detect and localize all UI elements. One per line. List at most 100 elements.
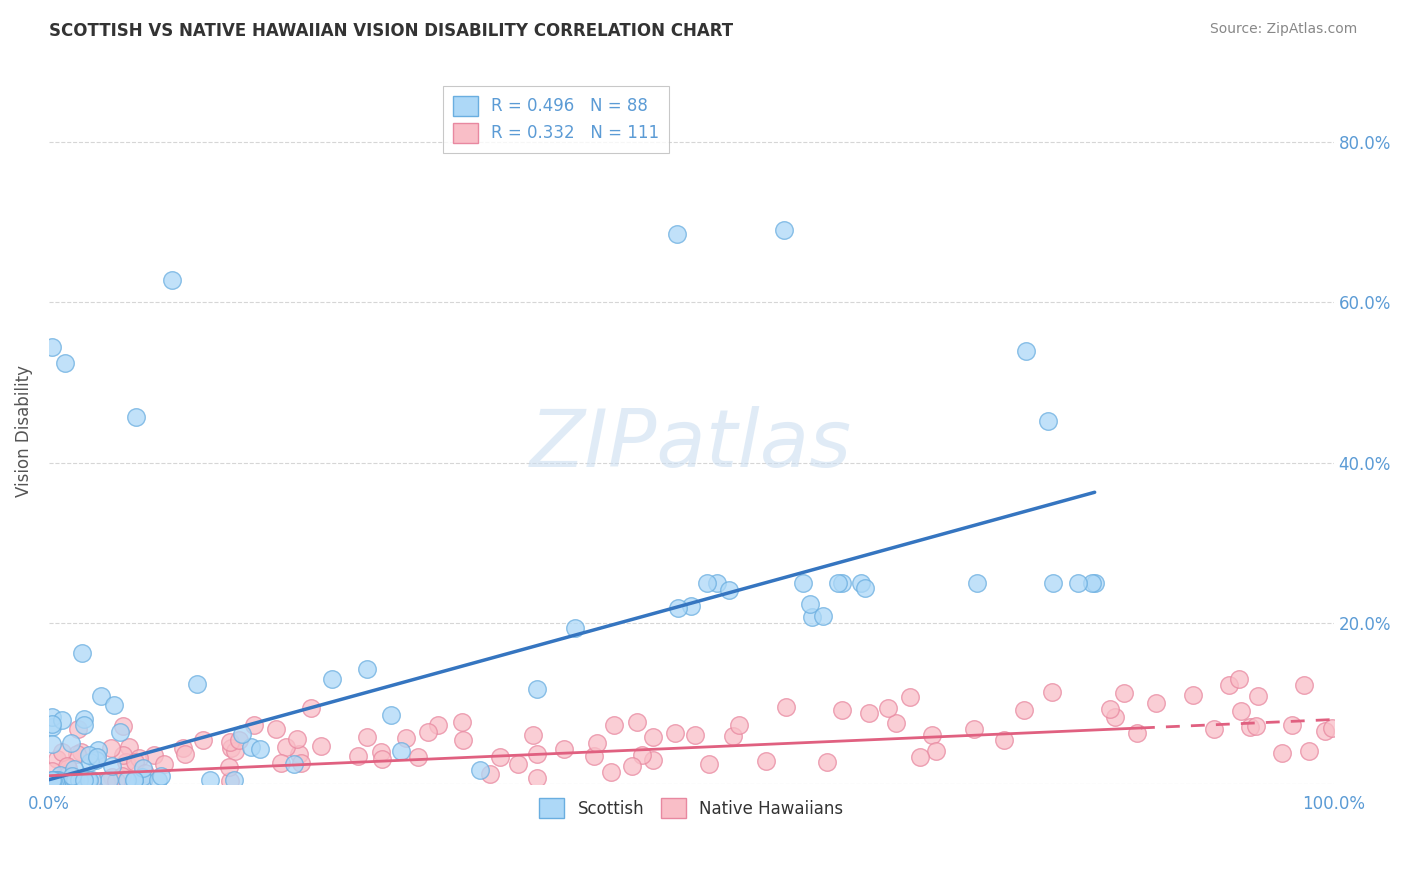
Point bbox=[41, 772, 63, 787]
Point bbox=[723, 729, 745, 743]
Point bbox=[172, 741, 194, 756]
Point bbox=[115, 772, 138, 787]
Point bbox=[288, 747, 311, 761]
Point bbox=[132, 772, 155, 787]
Point bbox=[51, 713, 73, 727]
Point bbox=[152, 757, 174, 772]
Point bbox=[522, 728, 544, 742]
Point bbox=[1084, 576, 1107, 591]
Point bbox=[41, 772, 63, 787]
Point bbox=[174, 747, 197, 761]
Point bbox=[143, 747, 166, 762]
Point bbox=[111, 719, 134, 733]
Point bbox=[146, 772, 169, 787]
Point bbox=[86, 749, 108, 764]
Point bbox=[831, 703, 853, 717]
Point bbox=[811, 609, 834, 624]
Point bbox=[51, 745, 73, 759]
Point bbox=[112, 748, 135, 763]
Point bbox=[728, 718, 751, 732]
Point bbox=[48, 772, 70, 787]
Point bbox=[1042, 685, 1064, 699]
Point bbox=[219, 774, 242, 789]
Point bbox=[717, 582, 740, 597]
Point bbox=[191, 733, 214, 747]
Point bbox=[553, 742, 575, 756]
Point bbox=[1294, 678, 1316, 692]
Point bbox=[270, 756, 292, 770]
Point bbox=[1015, 344, 1038, 359]
Point bbox=[77, 772, 100, 787]
Point bbox=[264, 723, 287, 737]
Point bbox=[641, 753, 664, 767]
Point bbox=[219, 735, 242, 749]
Point bbox=[827, 576, 849, 591]
Point bbox=[283, 757, 305, 772]
Point bbox=[1126, 726, 1149, 740]
Point bbox=[41, 720, 63, 734]
Point bbox=[243, 718, 266, 732]
Point bbox=[117, 740, 139, 755]
Point bbox=[73, 712, 96, 726]
Point bbox=[97, 772, 120, 787]
Point bbox=[58, 761, 80, 775]
Point bbox=[665, 227, 688, 242]
Point bbox=[131, 761, 153, 775]
Point bbox=[79, 755, 101, 769]
Point bbox=[755, 754, 778, 768]
Point bbox=[408, 749, 430, 764]
Point bbox=[70, 745, 93, 759]
Point bbox=[831, 576, 853, 591]
Point bbox=[564, 621, 586, 635]
Point bbox=[1239, 720, 1261, 734]
Point bbox=[370, 752, 392, 766]
Point bbox=[1244, 719, 1267, 733]
Point bbox=[56, 759, 79, 773]
Point bbox=[67, 772, 90, 787]
Point bbox=[114, 755, 136, 769]
Point bbox=[1322, 721, 1344, 735]
Point bbox=[1036, 414, 1059, 428]
Point bbox=[1271, 746, 1294, 760]
Point bbox=[104, 774, 127, 789]
Point bbox=[124, 755, 146, 769]
Point bbox=[58, 772, 80, 787]
Point bbox=[621, 759, 644, 773]
Point bbox=[49, 768, 72, 782]
Point bbox=[73, 717, 96, 731]
Point bbox=[224, 744, 246, 758]
Point bbox=[800, 609, 823, 624]
Point bbox=[706, 576, 728, 591]
Point bbox=[100, 770, 122, 784]
Point bbox=[851, 576, 873, 591]
Point bbox=[96, 774, 118, 789]
Point bbox=[898, 690, 921, 705]
Point bbox=[41, 764, 63, 778]
Point bbox=[45, 751, 67, 765]
Point bbox=[380, 707, 402, 722]
Point bbox=[356, 730, 378, 744]
Point bbox=[103, 698, 125, 712]
Point bbox=[416, 725, 439, 739]
Point bbox=[792, 576, 814, 591]
Point bbox=[526, 747, 548, 762]
Point bbox=[44, 772, 66, 787]
Point bbox=[664, 726, 686, 740]
Point bbox=[124, 409, 146, 424]
Point bbox=[128, 751, 150, 765]
Point bbox=[993, 732, 1015, 747]
Point bbox=[76, 772, 98, 787]
Point bbox=[122, 772, 145, 787]
Point bbox=[1247, 689, 1270, 703]
Point bbox=[1230, 704, 1253, 718]
Point bbox=[526, 771, 548, 785]
Point bbox=[66, 747, 89, 762]
Point bbox=[925, 744, 948, 758]
Point bbox=[87, 742, 110, 756]
Point bbox=[60, 769, 83, 783]
Point bbox=[77, 747, 100, 762]
Point bbox=[72, 772, 94, 787]
Point bbox=[884, 715, 907, 730]
Point bbox=[84, 753, 107, 767]
Point bbox=[602, 717, 624, 731]
